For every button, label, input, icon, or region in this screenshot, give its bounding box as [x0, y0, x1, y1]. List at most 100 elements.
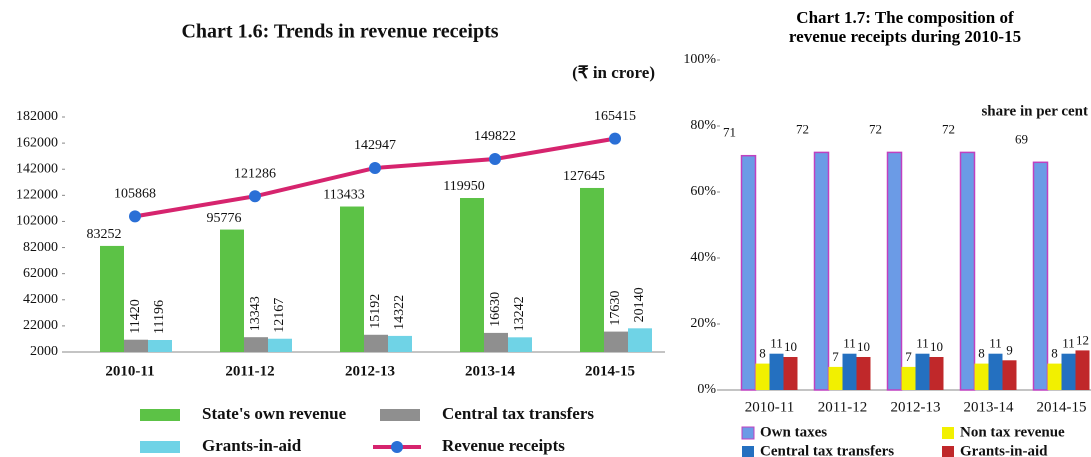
data-label: 7	[905, 349, 912, 364]
data-label: 11196	[152, 300, 167, 334]
legend-swatch	[942, 446, 954, 457]
x-tick-label: 2012-13	[345, 363, 395, 379]
chart-subtitle: (₹ in crore)	[572, 63, 655, 82]
bar	[769, 353, 784, 390]
data-label: 69	[1015, 131, 1028, 146]
data-label: 11	[770, 336, 783, 351]
data-label: 165415	[594, 109, 636, 124]
bar	[783, 357, 798, 390]
legend-label: Revenue receipts	[442, 436, 565, 455]
x-tick-label: 2014-15	[1037, 399, 1087, 415]
data-label: 7	[832, 349, 839, 364]
data-label: 83252	[87, 227, 122, 242]
data-label: 12167	[272, 298, 287, 333]
data-label: 105868	[114, 187, 156, 202]
data-label: 9	[1006, 342, 1013, 357]
data-label: 11	[989, 336, 1002, 351]
line-marker	[369, 161, 381, 174]
bar	[364, 334, 388, 352]
bar	[988, 353, 1003, 390]
y-tick-label: 62000	[23, 266, 58, 281]
bar	[148, 339, 172, 352]
bar	[856, 357, 871, 390]
bar	[580, 187, 604, 352]
bar	[388, 335, 412, 352]
data-label: 72	[796, 121, 809, 136]
chart-subtitle: share in per cent	[981, 103, 1088, 119]
x-tick-label: 2014-15	[585, 363, 635, 379]
bar	[604, 331, 628, 352]
legend-label: State's own revenue	[202, 404, 347, 423]
y-tick-label: 60%	[690, 184, 716, 199]
bar	[1075, 350, 1090, 390]
line-marker	[129, 210, 141, 223]
data-label: 8	[1051, 346, 1058, 361]
data-label: 14322	[392, 295, 407, 330]
data-label: 8	[759, 346, 766, 361]
legend-swatch	[140, 409, 180, 421]
line-marker	[489, 153, 501, 166]
data-label: 15192	[368, 294, 383, 329]
bar	[100, 245, 124, 352]
bar	[484, 332, 508, 352]
legend-swatch	[380, 409, 420, 421]
bar	[244, 337, 268, 352]
y-tick-label: 102000	[16, 214, 58, 229]
bar	[1002, 360, 1017, 390]
data-label: 149822	[474, 129, 516, 144]
data-label: 113433	[323, 188, 364, 203]
legend-label: Central tax transfers	[442, 404, 594, 423]
legend-swatch	[140, 441, 180, 453]
bar	[959, 151, 976, 391]
data-label: 10	[784, 339, 797, 354]
data-label: 20140	[632, 287, 647, 322]
bar	[628, 328, 652, 352]
legend-swatch	[741, 426, 755, 440]
legend-swatch	[742, 446, 754, 457]
legend-label: Non tax revenue	[960, 424, 1065, 440]
legend-label: Grants-in-aid	[960, 443, 1048, 457]
y-tick-label: 2000	[30, 344, 58, 359]
y-tick-label: 142000	[16, 161, 58, 176]
bar	[1061, 353, 1076, 390]
data-label: 13242	[512, 296, 527, 331]
bar	[124, 339, 148, 352]
y-tick-label: 42000	[23, 292, 58, 307]
y-tick-label: 40%	[690, 250, 716, 265]
x-tick-label: 2010-11	[105, 363, 154, 379]
bar	[901, 366, 916, 390]
y-tick-label: 82000	[23, 240, 58, 255]
data-label: 10	[857, 339, 870, 354]
bar	[915, 353, 930, 390]
bar	[813, 151, 830, 391]
bar	[842, 353, 857, 390]
line-marker	[249, 190, 261, 203]
legend-label: Central tax transfers	[760, 443, 894, 457]
chart-title: Chart 1.7: The composition of revenue re…	[788, 8, 1022, 46]
bar	[220, 229, 244, 352]
data-label: 16630	[488, 292, 503, 327]
y-tick-label: 20%	[690, 316, 716, 331]
bar	[828, 366, 843, 390]
data-label: 13343	[248, 296, 263, 331]
data-label: 8	[978, 346, 985, 361]
bar	[268, 338, 292, 352]
bar	[1032, 161, 1049, 391]
bar	[740, 154, 757, 391]
bar	[929, 357, 944, 390]
x-tick-label: 2013-14	[465, 363, 515, 379]
legend-label: Own taxes	[760, 424, 827, 440]
data-label: 72	[942, 121, 955, 136]
bar	[886, 151, 903, 391]
line-marker	[609, 132, 621, 145]
data-label: 12	[1076, 332, 1089, 347]
data-label: 11	[916, 336, 929, 351]
bar	[1047, 363, 1062, 390]
data-label: 121286	[234, 166, 276, 181]
y-tick-label: 122000	[16, 188, 58, 203]
legend-swatch	[391, 441, 403, 453]
data-label: 71	[723, 125, 736, 140]
data-label: 11	[1062, 336, 1075, 351]
